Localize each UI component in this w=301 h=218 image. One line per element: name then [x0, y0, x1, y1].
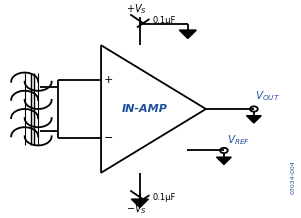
Polygon shape: [131, 199, 148, 208]
Text: $-V_S$: $-V_S$: [126, 202, 147, 216]
Text: 07034-004: 07034-004: [291, 160, 296, 194]
Text: −: −: [104, 133, 113, 143]
Text: $V_{OUT}$: $V_{OUT}$: [255, 89, 281, 103]
Polygon shape: [247, 116, 261, 123]
Polygon shape: [179, 30, 196, 39]
Polygon shape: [216, 157, 231, 164]
Text: +: +: [104, 75, 113, 85]
Text: 0.1μF: 0.1μF: [152, 192, 176, 202]
Text: $+V_S$: $+V_S$: [126, 2, 147, 16]
Text: $V_{REF}$: $V_{REF}$: [227, 134, 250, 147]
Text: 0.1μF: 0.1μF: [152, 16, 176, 26]
Text: IN-AMP: IN-AMP: [122, 104, 167, 114]
